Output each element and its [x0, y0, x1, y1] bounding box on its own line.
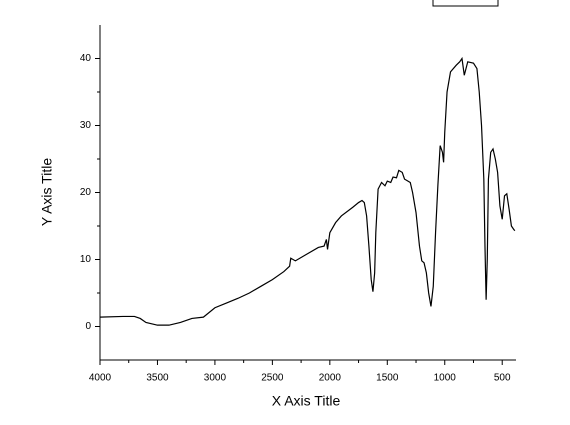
x-tick-label: 2500 — [261, 373, 284, 384]
series-line — [99, 56, 516, 326]
x-tick-label: 3500 — [146, 373, 169, 384]
y-tick-label: 30 — [80, 120, 92, 131]
y-axis-title: Y Axis Title — [39, 158, 55, 226]
y-tick-label: 20 — [80, 187, 92, 198]
x-tick-label: 2000 — [319, 373, 342, 384]
y-tick-label: 40 — [80, 53, 92, 64]
x-tick-label: 3000 — [204, 373, 227, 384]
y-tick-label: 0 — [85, 321, 91, 332]
x-tick-label: 500 — [494, 373, 511, 384]
legend-box — [432, 0, 499, 7]
x-axis-title: X Axis Title — [272, 393, 341, 409]
x-tick-label: 1000 — [434, 373, 457, 384]
x-tick-label: 1500 — [376, 373, 399, 384]
y-tick-label: 10 — [80, 254, 92, 265]
x-tick-label: 4000 — [89, 373, 112, 384]
